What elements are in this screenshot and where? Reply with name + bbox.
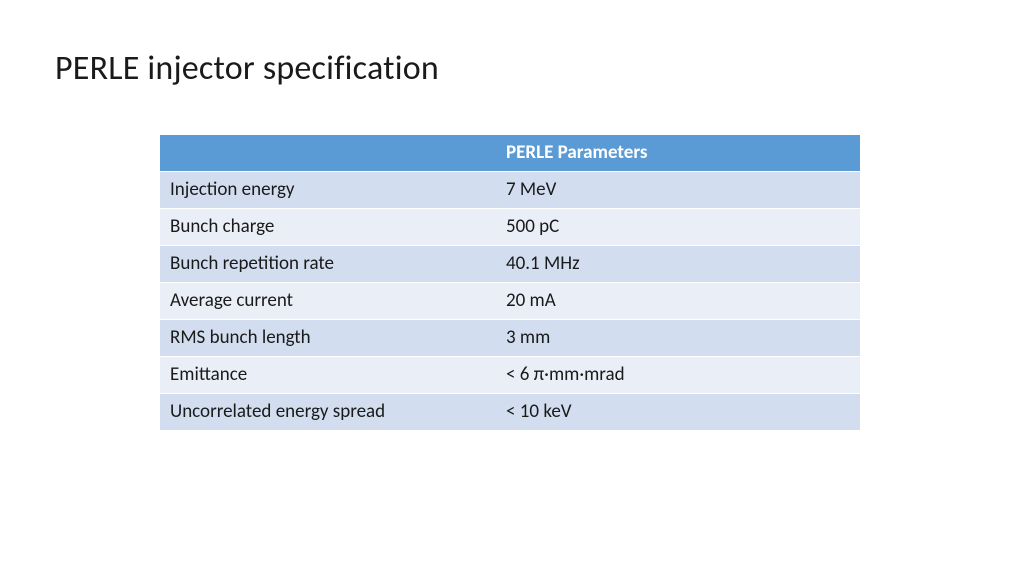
param-value: < 10 keV <box>496 394 860 431</box>
page-title: PERLE injector specification <box>55 48 439 89</box>
table-row: Bunch repetition rate 40.1 MHz <box>160 246 860 283</box>
param-label: Injection energy <box>160 172 496 209</box>
param-value: 7 MeV <box>496 172 860 209</box>
param-label: Uncorrelated energy spread <box>160 394 496 431</box>
param-value: 500 pC <box>496 209 860 246</box>
table-row: Bunch charge 500 pC <box>160 209 860 246</box>
param-value: < 6 π·mm·mrad <box>496 357 860 394</box>
table-row: Average current 20 mA <box>160 283 860 320</box>
param-value: 20 mA <box>496 283 860 320</box>
param-value: 40.1 MHz <box>496 246 860 283</box>
table-row: Uncorrelated energy spread < 10 keV <box>160 394 860 431</box>
param-label: Bunch charge <box>160 209 496 246</box>
table-header-parameters: PERLE Parameters <box>496 135 860 172</box>
spec-table: PERLE Parameters Injection energy 7 MeV … <box>160 135 860 431</box>
param-value: 3 mm <box>496 320 860 357</box>
table-row: Emittance < 6 π·mm·mrad <box>160 357 860 394</box>
slide: PERLE injector specification PERLE Param… <box>0 0 1024 576</box>
param-label: RMS bunch length <box>160 320 496 357</box>
table-row: Injection energy 7 MeV <box>160 172 860 209</box>
param-label: Average current <box>160 283 496 320</box>
table-header-empty <box>160 135 496 172</box>
param-label: Bunch repetition rate <box>160 246 496 283</box>
param-label: Emittance <box>160 357 496 394</box>
spec-table-wrap: PERLE Parameters Injection energy 7 MeV … <box>160 135 860 431</box>
table-header-row: PERLE Parameters <box>160 135 860 172</box>
table-row: RMS bunch length 3 mm <box>160 320 860 357</box>
